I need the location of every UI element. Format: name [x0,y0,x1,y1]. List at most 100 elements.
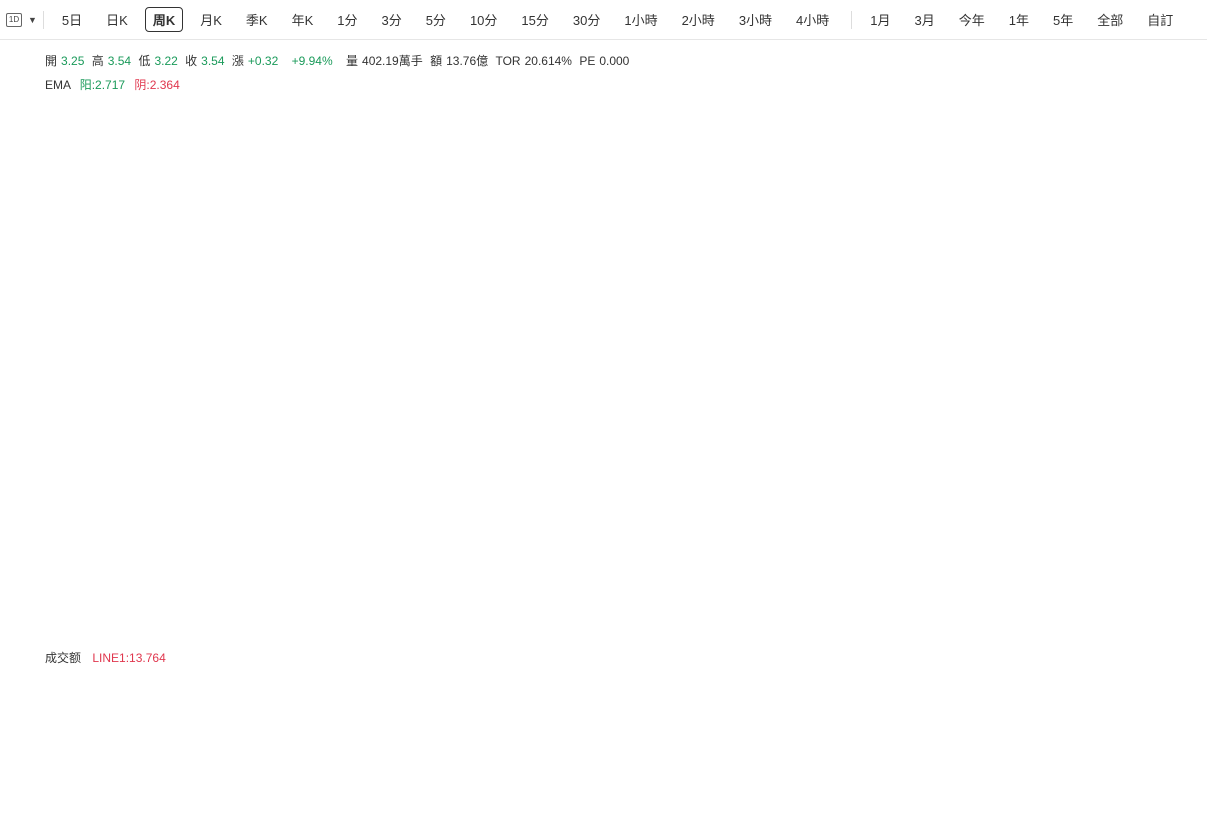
candle-body [557,398,563,413]
range-tab[interactable]: 今年 [958,13,985,28]
range-tab[interactable]: 1月 [870,13,891,28]
candle-body [637,459,643,469]
volume-bar [1140,789,1146,822]
volume-bar [30,783,36,822]
range-tab[interactable]: 全部 [1097,13,1124,28]
candle-body [759,594,766,607]
candle-body [723,553,729,588]
volume-bar [999,774,1005,822]
interval-tab[interactable]: 5分 [425,13,446,28]
candle-body [263,393,269,407]
candle-body [1121,431,1127,441]
volume-bar [171,669,177,822]
volume-bar [729,733,735,822]
event-marker [240,622,255,638]
interval-tab[interactable]: 10分 [469,13,498,28]
candle-body [888,346,895,357]
volume-bar [551,783,557,822]
candle-body [441,406,447,442]
candle-body [355,393,361,407]
volume-line-label: LINE1: [92,651,130,665]
candle-body [692,492,698,513]
candle-body [533,443,539,453]
candle-body [306,327,312,357]
volume-bar [110,765,116,822]
volume-bar [281,782,287,822]
candle-body [293,374,300,385]
volume-bar [606,743,612,822]
candle-body [177,318,183,351]
volume-bar [919,758,925,822]
interval-tab[interactable]: 周K [144,7,184,32]
interval-tab[interactable]: 日K [106,13,128,28]
volume-bar [845,694,851,822]
interval-tab[interactable]: 1小時 [624,13,658,28]
candle-body [183,342,189,351]
range-tab[interactable]: 5年 [1053,13,1074,28]
event-marker-label: E [483,626,490,637]
interval-tab[interactable]: 5日 [61,13,83,28]
volume-bar [514,782,520,822]
candle-body [1115,430,1121,438]
volume-bar [153,781,159,822]
volume-bar [392,791,398,822]
ema-yin-value: 2.364 [149,78,180,92]
volume-bar [202,696,208,822]
volume-bar [471,783,477,822]
interval-tab[interactable]: 1分 [337,13,358,28]
event-marker-label: E [606,626,613,637]
interval-tab[interactable]: 2小時 [681,13,715,28]
volume-bar [478,784,484,822]
candle-body [594,384,600,400]
volume-bar [294,785,300,822]
range-tab[interactable]: 自訂 [1147,13,1174,28]
volume-bar [1017,755,1023,822]
y-tick-label: 1.60 [2,565,26,579]
range-tab[interactable]: 3月 [914,13,935,28]
interval-tab[interactable]: 季K [245,13,268,28]
candle-body [999,430,1005,445]
candle-body [1011,412,1017,426]
candle-body [600,399,606,441]
interval-tab[interactable]: 30分 [572,13,601,28]
candle-body [1085,412,1091,437]
interval-tab[interactable]: 月K [200,13,222,28]
volume-bar [698,768,704,822]
candle-body [851,374,858,442]
candle-body [91,393,98,413]
volume-bar [723,705,729,822]
interval-tab[interactable]: 3分 [381,13,402,28]
volume-bar [520,795,526,822]
interval-icon[interactable]: 1D [6,12,22,27]
interval-tab[interactable]: 15分 [521,13,549,28]
interval-tab[interactable]: 年K [291,13,314,28]
volume-bar [355,777,361,822]
volume-bar [367,736,373,822]
candle-body [900,317,907,333]
candle-body [962,412,968,422]
y-tick-label: 1.80 [2,528,26,542]
candle-body [882,355,888,404]
candle-body [257,384,263,394]
candle-body [913,299,919,338]
candle-body [471,412,477,422]
volume-bar [784,747,790,822]
candle-body [79,399,85,422]
interval-tab[interactable]: 4小時 [796,13,830,28]
candle-body [790,557,796,563]
chevron-down-icon[interactable]: ▼ [28,14,37,25]
candle-body [575,368,582,389]
range-tab[interactable]: 1年 [1008,13,1029,28]
candle-body [275,411,281,432]
volume-bar [625,674,631,822]
interval-tab[interactable]: 3小時 [738,13,773,28]
candle-body [478,421,484,432]
volume-line-value: 13.764 [129,651,166,665]
toolbar-divider [851,10,853,29]
volume-bar [931,684,937,822]
candle-body [386,425,392,437]
candle-body [925,318,931,385]
last-price-label: 3.54 [2,200,26,214]
candle-body [1097,431,1103,441]
